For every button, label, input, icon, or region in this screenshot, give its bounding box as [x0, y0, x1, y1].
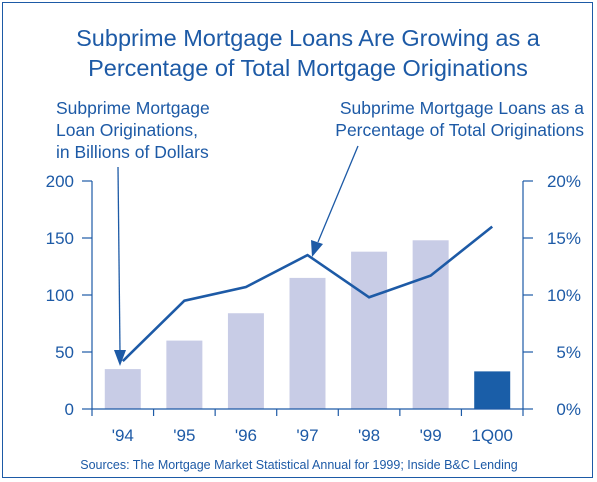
bar-3 [289, 277, 326, 409]
x-tick-label-3: '97 [296, 426, 318, 445]
bar-series [104, 240, 511, 409]
x-tick-label-6: 1Q00 [471, 426, 513, 445]
left-tick-label-3: 150 [46, 229, 74, 248]
x-tick-label-1: '95 [173, 426, 195, 445]
left-tick-label-2: 100 [46, 286, 74, 305]
bar-callout-arrow [114, 166, 126, 366]
bar-series-label-line-3: in Billions of Dollars [56, 142, 209, 162]
line-series-label-line-2: Percentage of Total Originations [335, 120, 584, 140]
left-tick-label-0: 0 [65, 400, 74, 419]
x-tick-label-2: '96 [235, 426, 257, 445]
bar-0 [104, 369, 141, 409]
x-tick-label-5: '99 [420, 426, 442, 445]
right-tick-label-1: 5% [556, 343, 581, 362]
bar-2 [227, 313, 264, 409]
line-series-label-line-1: Subprime Mortgage Loans as a [340, 98, 584, 118]
right-tick-label-3: 15% [547, 229, 581, 248]
left-tick-label-4: 200 [46, 172, 74, 191]
right-axis: 0% 5% 10% 15% 20% [522, 172, 581, 419]
line-series [121, 225, 494, 363]
bar-5 [412, 240, 449, 409]
bar-series-label-line-2: Loan Originations, [56, 120, 198, 140]
left-tick-label-1: 50 [55, 343, 74, 362]
chart-title-line-2: Percentage of Total Mortgage Origination… [88, 55, 528, 81]
bar-1 [166, 340, 203, 409]
bar-4 [351, 251, 388, 409]
right-tick-label-0: 0% [556, 400, 581, 419]
x-tick-label-4: '98 [358, 426, 380, 445]
x-tick-label-0: '94 [112, 426, 134, 445]
x-axis: '94 '95 '96 '97 '98 '99 1Q00 [91, 408, 524, 445]
source-note: Sources: The Mortgage Market Statistical… [80, 458, 518, 472]
chart-title-line-1: Subprime Mortgage Loans Are Growing as a [76, 25, 541, 51]
bar-series-label-line-1: Subprime Mortgage [56, 98, 210, 118]
bar-6 [474, 371, 511, 409]
right-tick-label-2: 10% [547, 286, 581, 305]
right-tick-label-4: 20% [547, 172, 581, 191]
left-axis: 0 50 100 150 200 [46, 172, 93, 419]
line-callout-arrow [311, 145, 359, 257]
